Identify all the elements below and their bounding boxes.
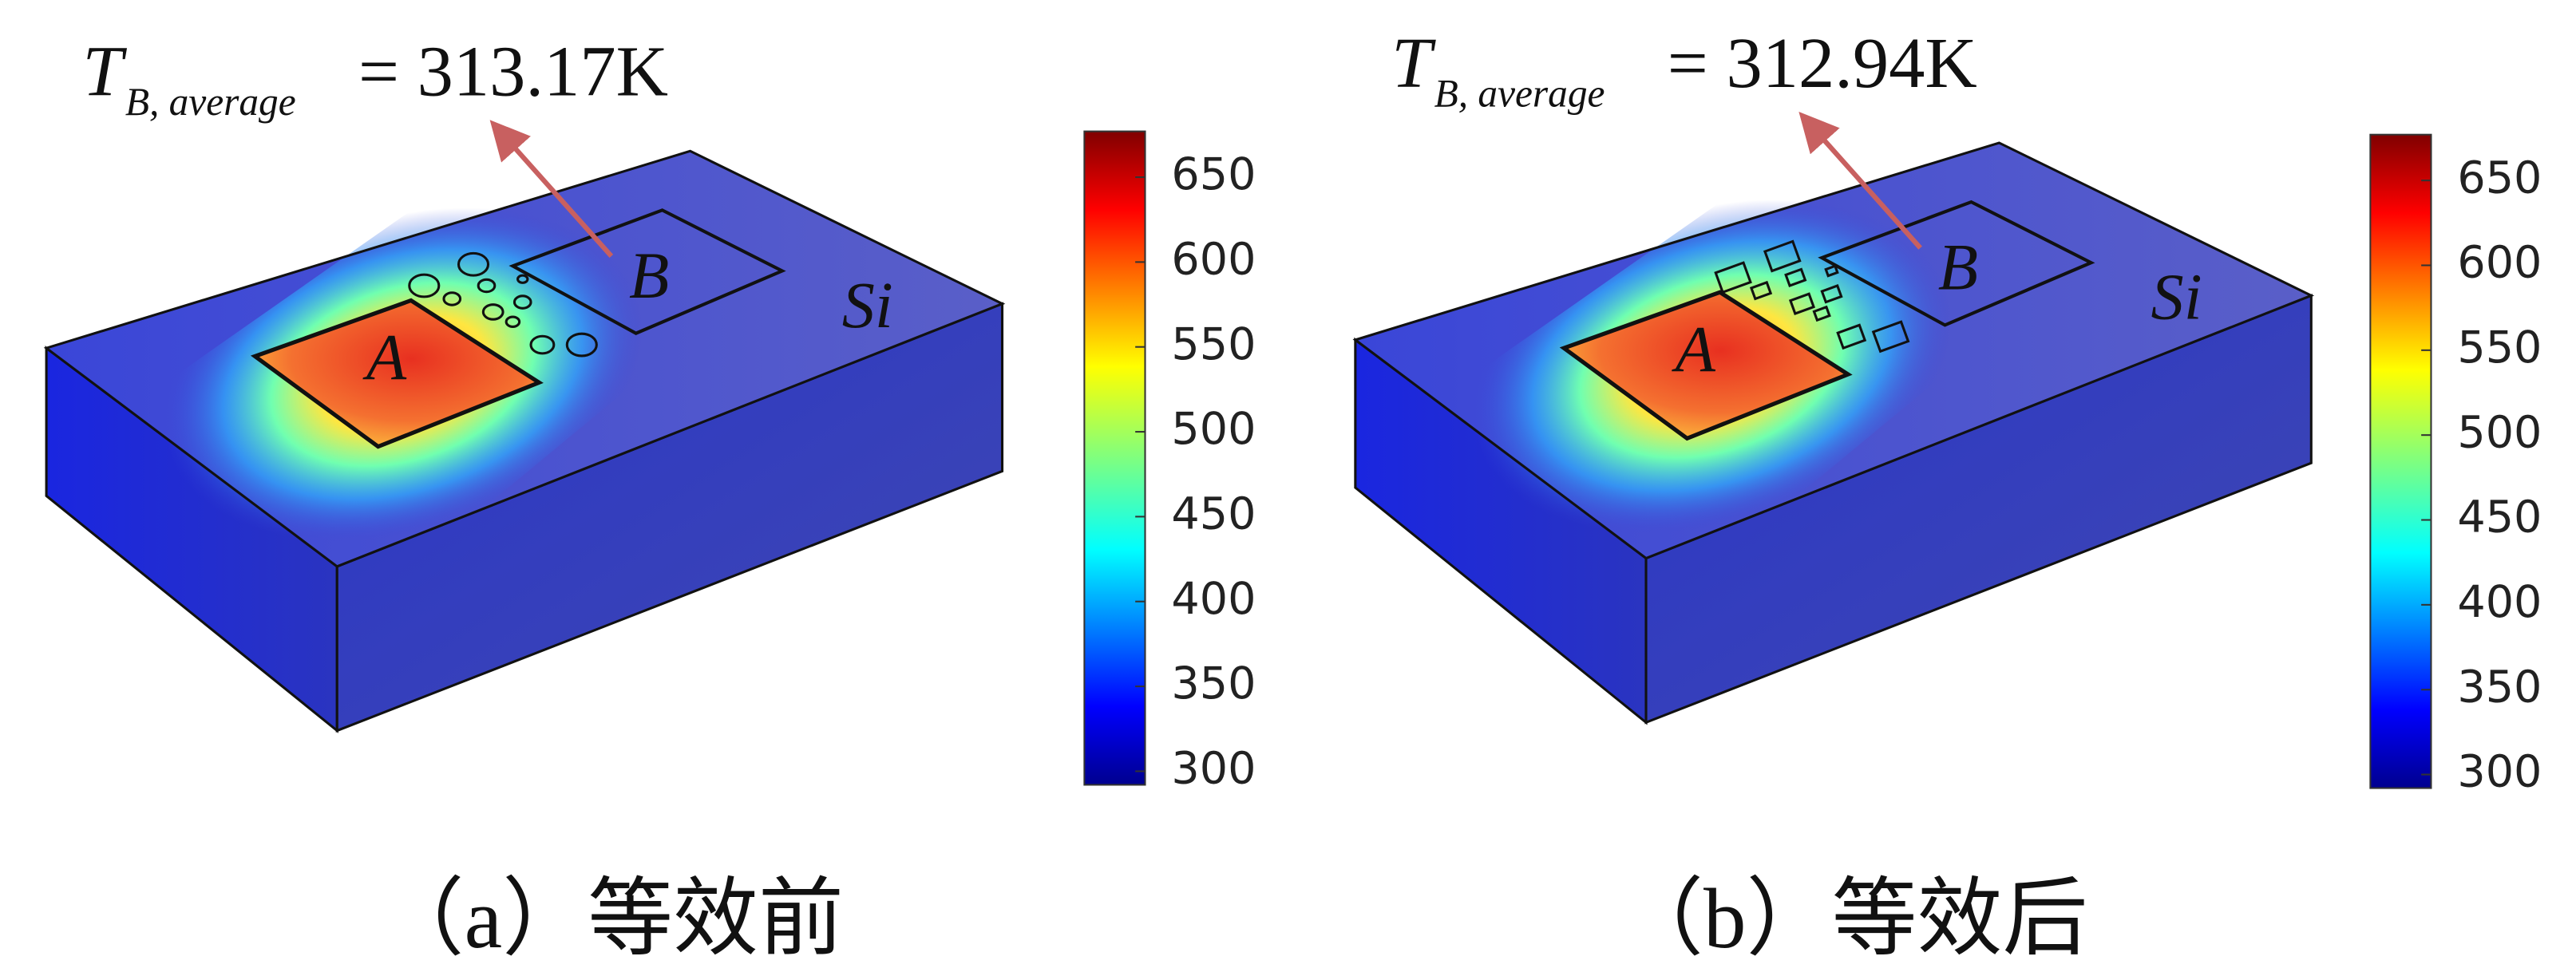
- region-label: Si: [842, 269, 893, 342]
- colorbar-tick-label: 350: [1171, 658, 1256, 709]
- region-label: B: [629, 239, 669, 312]
- annotation-subscript: B, average: [125, 80, 296, 124]
- colorbar-tick-label: 550: [2457, 322, 2542, 373]
- annotation-symbol: T: [82, 30, 127, 111]
- colorbar-tick-label: 550: [1171, 318, 1256, 370]
- colorbar-tick-label: 650: [1171, 148, 1256, 200]
- region-label: Si: [2151, 261, 2202, 334]
- annotation-subscript: B, average: [1434, 72, 1605, 116]
- colorbar: 300 350 400 450 500 550 600 650: [1084, 132, 1256, 795]
- caption: （a）等效前: [379, 872, 844, 966]
- annotation-symbol: T: [1391, 22, 1436, 103]
- annotation-value: = 313.17K: [358, 30, 668, 111]
- colorbar-tick-label: 600: [2457, 237, 2542, 289]
- colorbar: 300 350 400 450 500 550 600 650: [2370, 135, 2542, 798]
- colorbar-tick-label: 450: [2457, 492, 2542, 543]
- colorbar-tick-label: 450: [1171, 488, 1256, 540]
- figure: ABSiTB, average= 313.17K3003504004505005…: [0, 0, 2576, 972]
- colorbar-tick-label: 600: [1171, 233, 1256, 285]
- colorbar-tick-label: 500: [1171, 403, 1256, 455]
- colorbar-tick-label: 400: [2457, 576, 2542, 628]
- colorbar-tick-label: 300: [2457, 746, 2542, 798]
- caption: （b）等效后: [1618, 872, 2087, 966]
- colorbar-tick-label: 350: [2457, 661, 2542, 713]
- annotation-value: = 312.94K: [1668, 22, 1977, 103]
- colorbar-tick-label: 650: [2457, 152, 2542, 203]
- colorbar-tick-label: 300: [1171, 743, 1256, 795]
- page: {"panels": [ {"annotation": {"symbol": "…: [0, 0, 2576, 972]
- colorbar-tick-label: 500: [2457, 406, 2542, 458]
- region-label: B: [1938, 231, 1978, 303]
- colorbar-tick-label: 400: [1171, 573, 1256, 625]
- region-label: A: [362, 322, 407, 394]
- region-label: A: [1672, 313, 1716, 385]
